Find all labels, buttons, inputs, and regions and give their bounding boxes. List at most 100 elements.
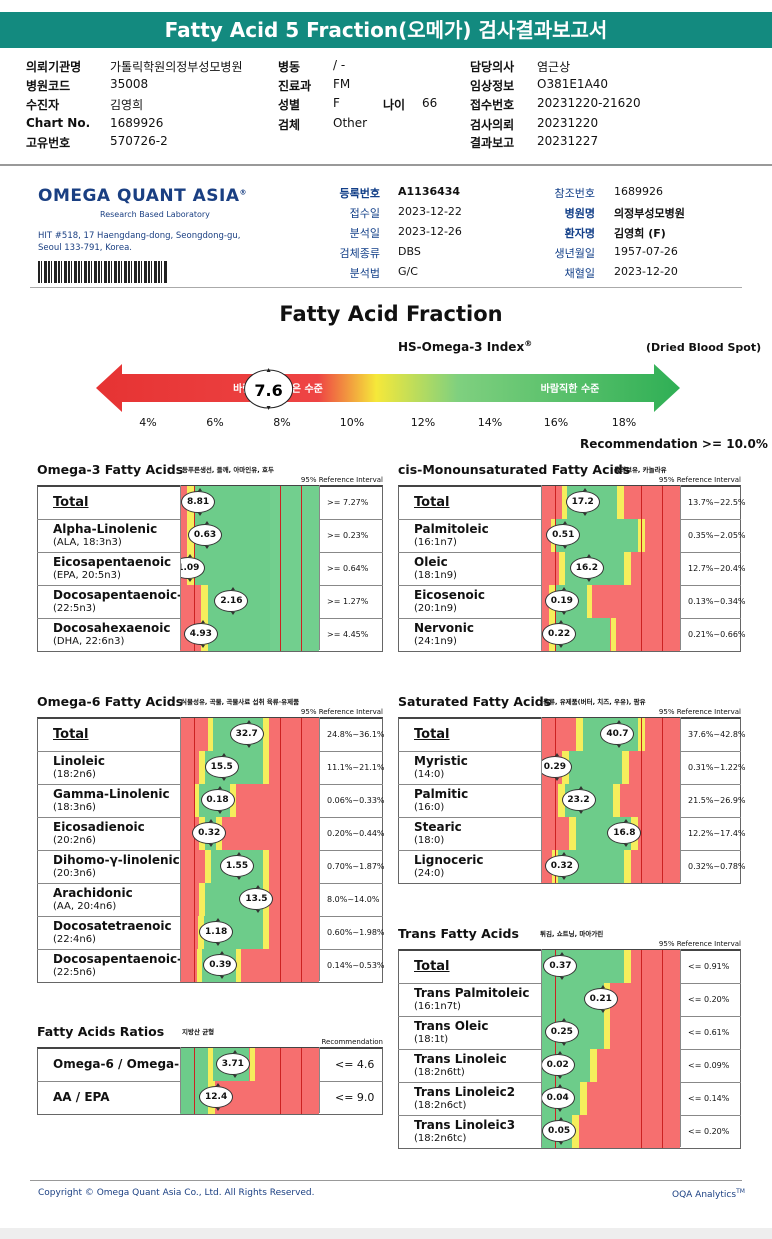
panel-sources: 육류, 유제품(버터, 치즈, 우유), 팜유 bbox=[543, 698, 646, 706]
bar-gridline bbox=[300, 817, 302, 850]
bar-gridline bbox=[193, 1081, 195, 1114]
bar-zone bbox=[568, 751, 622, 784]
scale-label: 18% bbox=[611, 416, 637, 429]
level-bar: 1.18 bbox=[180, 916, 319, 949]
reference-range: 0.35%~2.05% bbox=[688, 531, 746, 540]
report-title: Fatty Acid 5 Fraction(오메가) 검사결과보고서 bbox=[0, 12, 772, 48]
fatty-acid-name: Arachidonic bbox=[53, 886, 133, 900]
fatty-acid-name: Gamma-Linolenic bbox=[53, 787, 170, 801]
fatty-acid-name: Trans Palmitoleic bbox=[414, 986, 530, 1000]
bar-zone bbox=[270, 585, 319, 618]
bar-gridline bbox=[300, 486, 302, 519]
table-vline bbox=[541, 717, 542, 882]
bar-zone bbox=[557, 784, 565, 817]
desirable-label: 바람직한 수준 bbox=[541, 382, 600, 395]
reference-range: 0.14%~0.53% bbox=[327, 961, 385, 970]
table-vline bbox=[180, 485, 181, 650]
fatty-acid-name: Docosapentaenoic-n6 bbox=[53, 952, 199, 966]
reg-label: 병원명 bbox=[564, 207, 595, 220]
bar-zone bbox=[199, 883, 205, 916]
scale-label: 14% bbox=[477, 416, 503, 429]
bar-gridline bbox=[661, 850, 663, 883]
fatty-acid-code: (18:3n6) bbox=[53, 802, 96, 813]
level-bar: 40.7 bbox=[541, 718, 680, 751]
info-label: 접수번호 bbox=[470, 98, 515, 112]
reference-range: <= 0.20% bbox=[688, 1127, 730, 1136]
bar-gridline bbox=[280, 552, 282, 585]
bar-zone bbox=[268, 751, 319, 784]
bar-gridline bbox=[280, 585, 282, 618]
bar-gridline bbox=[661, 950, 663, 983]
bar-zone bbox=[196, 949, 203, 982]
scale-label: 8% bbox=[273, 416, 291, 429]
index-marker-tick-top bbox=[266, 368, 271, 372]
reg-value: 2023-12-26 bbox=[398, 225, 462, 238]
footer-brand-text: OQA Analytics bbox=[672, 1190, 737, 1200]
bar-gridline bbox=[641, 1049, 643, 1082]
section-divider bbox=[30, 287, 742, 288]
bar-gridline bbox=[661, 718, 663, 751]
level-bar: 8.81 bbox=[180, 486, 319, 519]
fatty-acid-name: Palmitoleic bbox=[414, 522, 489, 536]
bar-gridline bbox=[641, 1016, 643, 1049]
reg-value: 의정부성모병원 bbox=[614, 207, 685, 220]
bar-zone bbox=[613, 784, 621, 817]
bar-zone bbox=[180, 949, 197, 982]
bar-gridline bbox=[661, 1082, 663, 1115]
level-bar: 0.29 bbox=[541, 751, 680, 784]
fatty-acid-name: Trans Oleic bbox=[414, 1019, 489, 1033]
reg-value: G/C bbox=[398, 265, 418, 278]
value-marker: 1.18 bbox=[199, 918, 234, 946]
fatty-acid-name: Docosapentaenoic-n3 bbox=[53, 588, 199, 602]
reg-label: 환자명 bbox=[564, 227, 595, 240]
scale-label: 10% bbox=[339, 416, 365, 429]
bar-gridline bbox=[193, 585, 195, 618]
age-label: 나이 bbox=[383, 98, 406, 112]
reference-range: <= 0.91% bbox=[688, 962, 730, 971]
fatty-acid-code: (AA, 20:4n6) bbox=[53, 901, 117, 912]
bar-zone bbox=[235, 784, 319, 817]
reference-interval-label: 95% Reference Interval bbox=[300, 708, 383, 716]
bar-zone bbox=[541, 486, 562, 519]
reference-interval-label: 95% Reference Interval bbox=[300, 476, 383, 484]
bar-gridline bbox=[280, 1048, 282, 1081]
panel-title: Omega-3 Fatty Acids bbox=[37, 462, 184, 477]
info-label: 진료과 bbox=[278, 79, 312, 93]
value-marker: 0.37 bbox=[543, 952, 578, 980]
bar-zone bbox=[180, 585, 201, 618]
bar-zone bbox=[263, 850, 269, 883]
scale-label: 16% bbox=[543, 416, 569, 429]
reference-range: >= 0.64% bbox=[327, 564, 369, 573]
level-bar: 0.22 bbox=[541, 618, 680, 651]
reference-range: 12.2%~17.4% bbox=[688, 829, 746, 838]
level-bar: 0.21 bbox=[541, 983, 680, 1016]
bar-gridline bbox=[641, 751, 643, 784]
level-bar: 2.16 bbox=[180, 585, 319, 618]
bar-gridline bbox=[280, 883, 282, 916]
bar-gridline bbox=[193, 784, 195, 817]
value-marker: 0.04 bbox=[541, 1084, 575, 1112]
scale-label: 4% bbox=[139, 416, 157, 429]
bar-zone bbox=[200, 585, 208, 618]
bar-gridline bbox=[641, 817, 643, 850]
panel-title: Omega-6 Fatty Acids bbox=[37, 694, 184, 709]
hs-omega3-index-text: HS-Omega-3 Index bbox=[398, 340, 525, 354]
level-bar: 0.18 bbox=[180, 784, 319, 817]
value-marker: 0.19 bbox=[544, 587, 579, 615]
bar-zone bbox=[270, 618, 319, 651]
fatty-acid-name: Dihomo-γ-linolenic bbox=[53, 853, 180, 867]
reference-range: 0.21%~0.66% bbox=[688, 630, 746, 639]
level-bar: 0.63 bbox=[180, 519, 319, 552]
bar-gridline bbox=[641, 1115, 643, 1148]
table-vline bbox=[319, 485, 320, 650]
bar-zone bbox=[596, 1049, 680, 1082]
fatty-acid-name: AA / EPA bbox=[53, 1090, 110, 1104]
bar-zone bbox=[616, 618, 680, 651]
lab-logo: OMEGA QUANT ASIA® bbox=[38, 186, 247, 206]
value-marker: 40.7 bbox=[600, 720, 635, 748]
bar-zone bbox=[249, 1048, 256, 1081]
reg-value: 2023-12-20 bbox=[614, 265, 678, 278]
panel-title: Fatty Acids Ratios bbox=[37, 1024, 165, 1039]
table-vline bbox=[180, 1047, 181, 1113]
bar-zone bbox=[221, 817, 319, 850]
